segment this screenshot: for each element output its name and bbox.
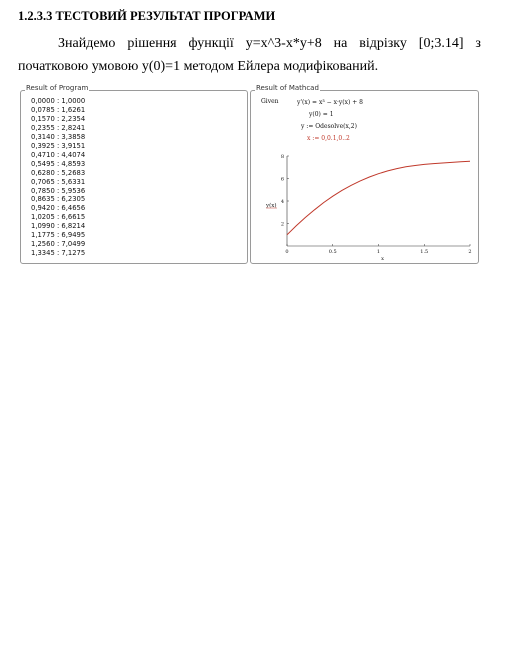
description-paragraph: Знайдемо рішення функції y=x^3-x*y+8 на …	[18, 32, 481, 78]
paragraph-line-2: початковою умовою y(0)=1 методом Ейлера …	[18, 59, 379, 74]
result-row: 1,1775 : 6,9495	[31, 231, 86, 240]
result-row: 0,8635 : 6,2305	[31, 195, 86, 204]
x-tick-label: 2	[468, 249, 471, 255]
result-row: 0,7065 : 5,6331	[31, 177, 86, 186]
range-text: x := 0,0.1,0..2	[307, 135, 350, 142]
x-tick-label: 1.5	[420, 249, 428, 255]
plot-ticks: 0 0.5 1 1.5 2 2 4 6 8 x	[281, 154, 472, 262]
word: функції	[188, 36, 234, 51]
x-axis-label: x	[381, 256, 384, 262]
solution-curve	[286, 160, 471, 236]
result-row: 0,7850 : 5,9536	[31, 186, 86, 195]
word: відрізку	[359, 36, 407, 51]
result-row: 0,2355 : 2,8241	[31, 123, 86, 132]
result-row: 0,9420 : 6,4656	[31, 204, 86, 213]
equation-initial-condition: y(0) = 1	[309, 111, 334, 118]
x-tick-label: 0.5	[329, 249, 337, 255]
panel-title: Result of Mathcad	[255, 84, 320, 92]
result-row: 1,0205 : 6,6615	[31, 213, 86, 222]
equation-range: x := 0,0.1,0..2	[307, 135, 350, 142]
word: y=x^3-x*y+8	[245, 36, 322, 51]
result-row: 0,3925 : 3,9151	[31, 141, 86, 150]
y-tick-label: 4	[281, 199, 284, 205]
solution-plot: 0 0.5 1 1.5 2 2 4 6 8 x y(x)	[265, 154, 472, 262]
result-row: 1,3345 : 7,1275	[31, 249, 86, 258]
section-heading: 1.2.3.3 ТЕСТОВИЙ РЕЗУЛЬТАТ ПРОГРАМИ	[18, 9, 276, 23]
y-tick-label: 8	[281, 154, 284, 160]
results-list[interactable]: 0,0000 : 1,0000 0,0785 : 1,6261 0,1570 : 2…	[31, 97, 211, 260]
result-row: 0,0000 : 1,0000	[31, 97, 86, 105]
word: рішення	[127, 36, 177, 51]
y-axis-label: y(x)	[265, 202, 277, 209]
panel-title: Result of Program	[25, 84, 90, 92]
given-label: Given	[261, 98, 279, 105]
word: Знайдемо	[58, 36, 116, 51]
x-tick-label: 1	[377, 249, 380, 255]
result-row: 0,3140 : 3,3858	[31, 132, 86, 141]
word: [0;3.14]	[418, 36, 464, 51]
y-tick-label: 6	[281, 177, 284, 183]
result-row: 0,0785 : 1,6261	[31, 105, 86, 114]
word: на	[333, 36, 348, 51]
result-row: 0,5495 : 4,8593	[31, 159, 86, 168]
paragraph-line-1: Знайдемо рішення функції y=x^3-x*y+8 на …	[18, 32, 481, 55]
result-of-mathcad-panel: Result of Mathcad Given y'(x) = x³ − x·y…	[250, 84, 479, 264]
result-row: 0,6280 : 5,2683	[31, 168, 86, 177]
result-row: 0,4710 : 4,4074	[31, 150, 86, 159]
word: з	[475, 36, 481, 51]
plot-axes	[286, 156, 470, 247]
y-tick-label: 2	[281, 222, 284, 228]
result-row: 1,0990 : 6,8214	[31, 222, 86, 231]
result-of-program-panel: Result of Program 0,0000 : 1,0000 0,0785 …	[20, 84, 248, 264]
equation-derivative: y'(x) = x³ − x·y(x) + 8	[297, 99, 363, 106]
x-tick-label: 0	[285, 249, 288, 255]
equation-odesolve: y := Odesolve(x,2)	[301, 123, 357, 130]
result-row: 0,1570 : 2,2354	[31, 114, 86, 123]
result-row: 1,2560 : 7,0499	[31, 240, 86, 249]
